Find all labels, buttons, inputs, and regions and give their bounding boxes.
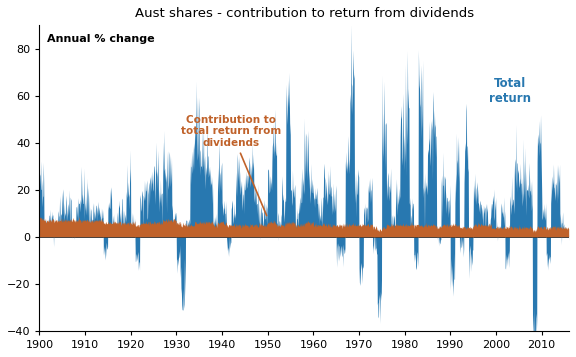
Text: Annual % change: Annual % change bbox=[47, 34, 155, 45]
Title: Aust shares - contribution to return from dividends: Aust shares - contribution to return fro… bbox=[135, 7, 474, 20]
Text: Total
return: Total return bbox=[488, 77, 530, 105]
Text: Contribution to
total return from
dividends: Contribution to total return from divide… bbox=[181, 115, 281, 216]
